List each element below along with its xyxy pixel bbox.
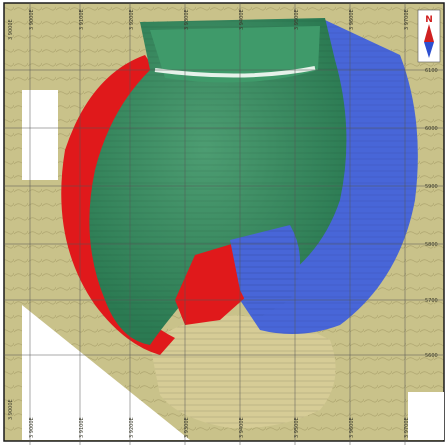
grid-left-labels: 3 9000E 3 9000E xyxy=(8,19,14,420)
grid-label-top: 3 9700E xyxy=(404,9,410,30)
pit-red-ring xyxy=(61,55,175,355)
pit-blue-core-contours xyxy=(230,225,300,320)
grid-label-right: 5800 xyxy=(425,242,438,248)
grid-label-right: 6000 xyxy=(425,126,438,132)
grid-label-top: 3 9100E xyxy=(79,9,85,30)
white-patch-right xyxy=(408,392,444,440)
grid-label-bottom: 3 9500E xyxy=(294,417,300,438)
pit-tan-contours xyxy=(150,315,336,429)
grid-top-labels: 3 9000E 3 9100E 3 9200E 3 9300E 3 9400E … xyxy=(29,9,410,30)
grid-label-top: 3 9000E xyxy=(29,9,35,30)
pit-blue-contours xyxy=(240,20,418,334)
grid-label-top: 3 9400E xyxy=(239,9,245,30)
north-arrow-icon: N xyxy=(417,9,441,63)
grid-label-top: 3 9600E xyxy=(349,9,355,30)
grid-label-bottom: 3 9700E xyxy=(404,417,410,438)
grid-label-left: 3 9000E xyxy=(8,399,14,420)
grid-label-right: 6100 xyxy=(425,68,438,74)
pit-red-core xyxy=(175,240,248,325)
grid-label-top: 3 9300E xyxy=(184,9,190,30)
grid-label-top: 3 9200E xyxy=(129,9,135,30)
grid-label-bottom: 3 9100E xyxy=(79,417,85,438)
grid-label-right: 5600 xyxy=(425,353,438,359)
grid-label-top: 3 9500E xyxy=(294,9,300,30)
pit-top-bench xyxy=(150,26,320,83)
grid-label-right: 5900 xyxy=(425,184,438,190)
grid-label-bottom: 3 9400E xyxy=(239,417,245,438)
grid-label-bottom: 3 9600E xyxy=(349,417,355,438)
grid-bottom-labels: 3 9000E 3 9100E 3 9200E 3 9300E 3 9400E … xyxy=(29,417,410,438)
grid-label-left: 3 9000E xyxy=(8,19,14,40)
grid-top-ticks xyxy=(4,3,444,445)
grid-label-bottom: 3 9200E xyxy=(129,417,135,438)
grid-label-bottom: 3 9300E xyxy=(184,417,190,438)
grid-label-right: 5700 xyxy=(425,298,438,304)
north-arrow-letter: N xyxy=(425,15,433,25)
grid-right-labels: 6100 6000 5900 5800 5700 5600 xyxy=(425,68,438,359)
white-patch-bottom-left xyxy=(22,305,190,440)
white-patch-left xyxy=(22,90,58,180)
grid-label-bottom: 3 9000E xyxy=(29,417,35,438)
